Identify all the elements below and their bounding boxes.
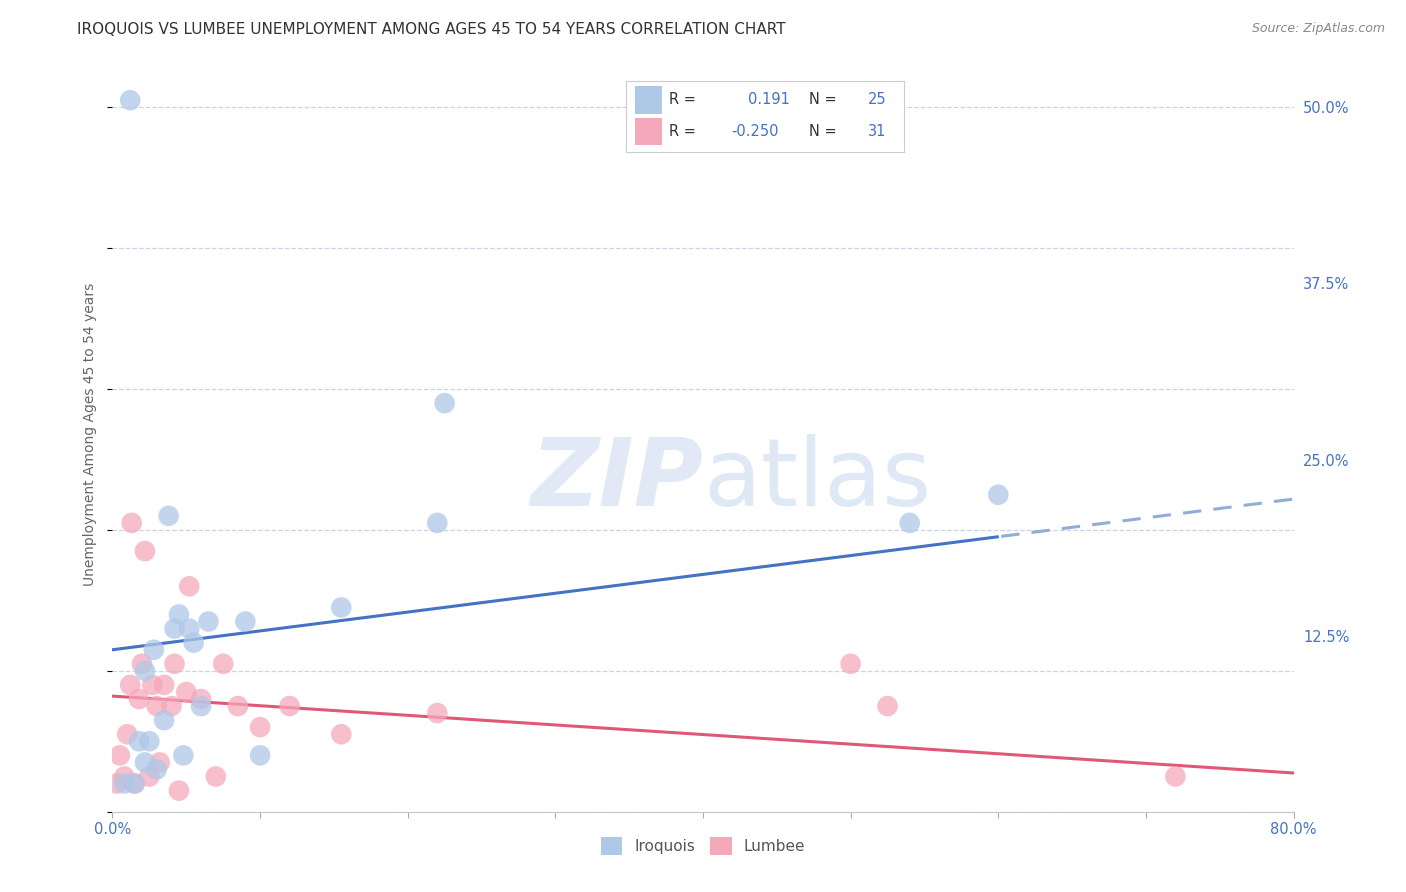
Point xyxy=(190,692,212,706)
Point xyxy=(124,776,146,790)
Point xyxy=(433,396,456,410)
Point xyxy=(1164,770,1187,784)
Point xyxy=(163,622,186,636)
Point xyxy=(128,734,150,748)
Legend: Iroquois, Lumbee: Iroquois, Lumbee xyxy=(595,830,811,861)
Text: IROQUOIS VS LUMBEE UNEMPLOYMENT AMONG AGES 45 TO 54 YEARS CORRELATION CHART: IROQUOIS VS LUMBEE UNEMPLOYMENT AMONG AG… xyxy=(77,22,786,37)
Point xyxy=(426,706,449,720)
Point xyxy=(134,756,156,770)
Point xyxy=(426,516,449,530)
Point xyxy=(183,635,205,649)
Point xyxy=(153,713,176,727)
Point xyxy=(128,692,150,706)
Point xyxy=(153,678,176,692)
Point xyxy=(249,720,271,734)
Point xyxy=(157,508,180,523)
Point xyxy=(167,607,190,622)
Text: Source: ZipAtlas.com: Source: ZipAtlas.com xyxy=(1251,22,1385,36)
Point xyxy=(146,699,169,714)
Point xyxy=(167,783,190,797)
Point xyxy=(112,770,135,784)
Point xyxy=(205,770,228,784)
Point xyxy=(149,756,172,770)
Y-axis label: Unemployment Among Ages 45 to 54 years: Unemployment Among Ages 45 to 54 years xyxy=(83,284,97,586)
Point xyxy=(120,93,142,107)
Point xyxy=(131,657,153,671)
Point xyxy=(134,544,156,558)
Point xyxy=(190,699,212,714)
Point xyxy=(179,622,201,636)
Point xyxy=(233,615,256,629)
Point xyxy=(105,776,128,790)
Text: atlas: atlas xyxy=(703,434,931,526)
Point xyxy=(121,516,143,530)
Point xyxy=(249,748,271,763)
Text: ZIP: ZIP xyxy=(530,434,703,526)
Point xyxy=(174,685,197,699)
Point xyxy=(839,657,862,671)
Point xyxy=(172,748,194,763)
Point xyxy=(987,488,1010,502)
Point xyxy=(124,776,146,790)
Point xyxy=(134,664,156,678)
Point xyxy=(330,600,353,615)
Point xyxy=(120,678,142,692)
Point xyxy=(197,615,219,629)
Point xyxy=(108,748,131,763)
Point xyxy=(117,727,138,741)
Point xyxy=(163,657,186,671)
Point xyxy=(138,770,160,784)
Point xyxy=(330,727,353,741)
Point xyxy=(179,579,201,593)
Point xyxy=(142,642,165,657)
Point xyxy=(876,699,898,714)
Point xyxy=(160,699,183,714)
Point xyxy=(226,699,249,714)
Point xyxy=(898,516,921,530)
Point xyxy=(146,763,169,777)
Point xyxy=(212,657,235,671)
Point xyxy=(278,699,301,714)
Point xyxy=(138,734,160,748)
Point xyxy=(112,776,135,790)
Point xyxy=(141,678,163,692)
